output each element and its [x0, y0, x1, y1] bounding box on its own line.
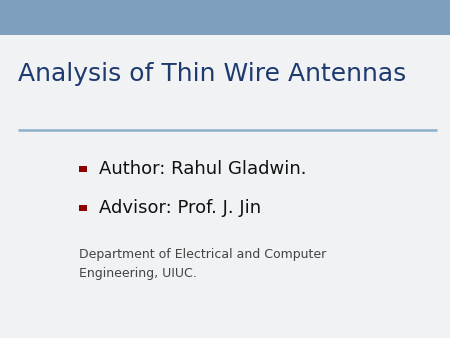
Bar: [0, 0, 450, 35]
Text: Advisor: Prof. J. Jin: Advisor: Prof. J. Jin: [99, 199, 261, 217]
Text: Analysis of Thin Wire Antennas: Analysis of Thin Wire Antennas: [18, 62, 406, 87]
Bar: [79, 166, 87, 172]
Text: Author: Rahul Gladwin.: Author: Rahul Gladwin.: [99, 160, 306, 178]
Bar: [79, 205, 87, 211]
Text: Department of Electrical and Computer
Engineering, UIUC.: Department of Electrical and Computer En…: [79, 248, 326, 280]
